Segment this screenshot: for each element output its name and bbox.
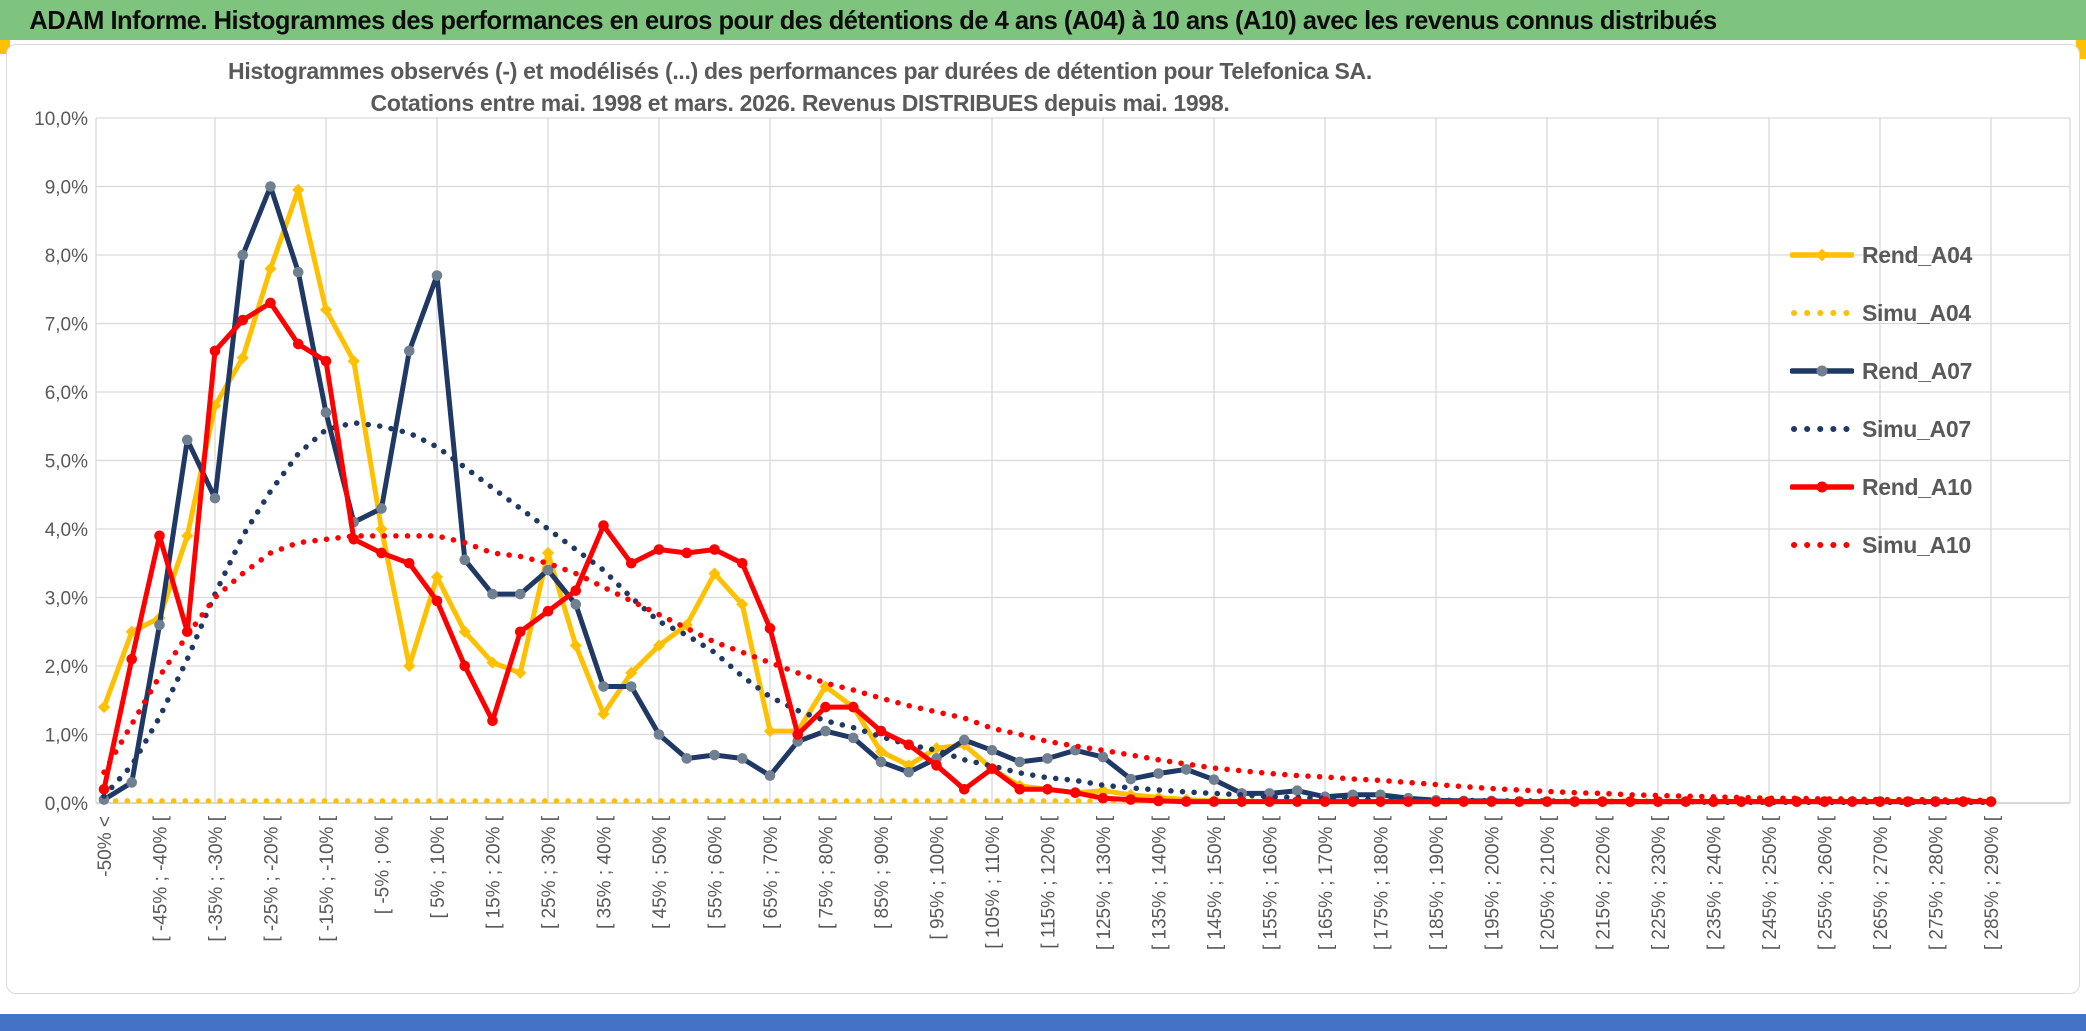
legend-item-rend-a04: Rend_A04 — [1789, 226, 2060, 284]
simu-a10-swatch-icon — [1790, 538, 1854, 552]
rend-a04-swatch-icon — [1789, 248, 1855, 262]
legend-item-simu-a04: Simu_A04 — [1790, 284, 2060, 342]
legend-item-simu-a07: Simu_A07 — [1790, 400, 2060, 458]
legend-item-rend-a10: Rend_A10 — [1789, 458, 2060, 516]
legend-label: Simu_A07 — [1862, 415, 1971, 442]
legend-item-simu-a10: Simu_A10 — [1790, 516, 2060, 574]
chart-title-line2: Cotations entre mai. 1998 et mars. 2026.… — [370, 90, 1230, 116]
legend-label: Simu_A04 — [1862, 299, 1971, 326]
legend-item-rend-a07: Rend_A07 — [1789, 342, 2060, 400]
chart-legend: Rend_A04 Simu_A04 Rend_A07 Simu_A07 Rend… — [1789, 226, 2060, 574]
legend-label: Rend_A10 — [1862, 473, 1973, 500]
chart-frame — [6, 44, 2080, 994]
rend-a10-swatch-icon — [1789, 480, 1855, 494]
legend-label: Simu_A10 — [1862, 531, 1971, 558]
rend-a07-swatch-icon — [1789, 364, 1855, 378]
page-title: ADAM Informe. Histogrammes des performan… — [29, 4, 1717, 35]
simu-a04-swatch-icon — [1790, 306, 1854, 320]
gold-accent-left — [0, 40, 10, 54]
chart-title-line1: Histogrammes observés (-) et modélisés (… — [228, 58, 1372, 84]
simu-a07-swatch-icon — [1790, 422, 1854, 436]
footer-bar — [0, 1014, 2086, 1031]
legend-label: Rend_A07 — [1862, 357, 1973, 384]
header-bar: ADAM Informe. Histogrammes des performan… — [0, 0, 2086, 40]
gold-accent-right — [2076, 40, 2086, 59]
legend-label: Rend_A04 — [1862, 241, 1973, 268]
